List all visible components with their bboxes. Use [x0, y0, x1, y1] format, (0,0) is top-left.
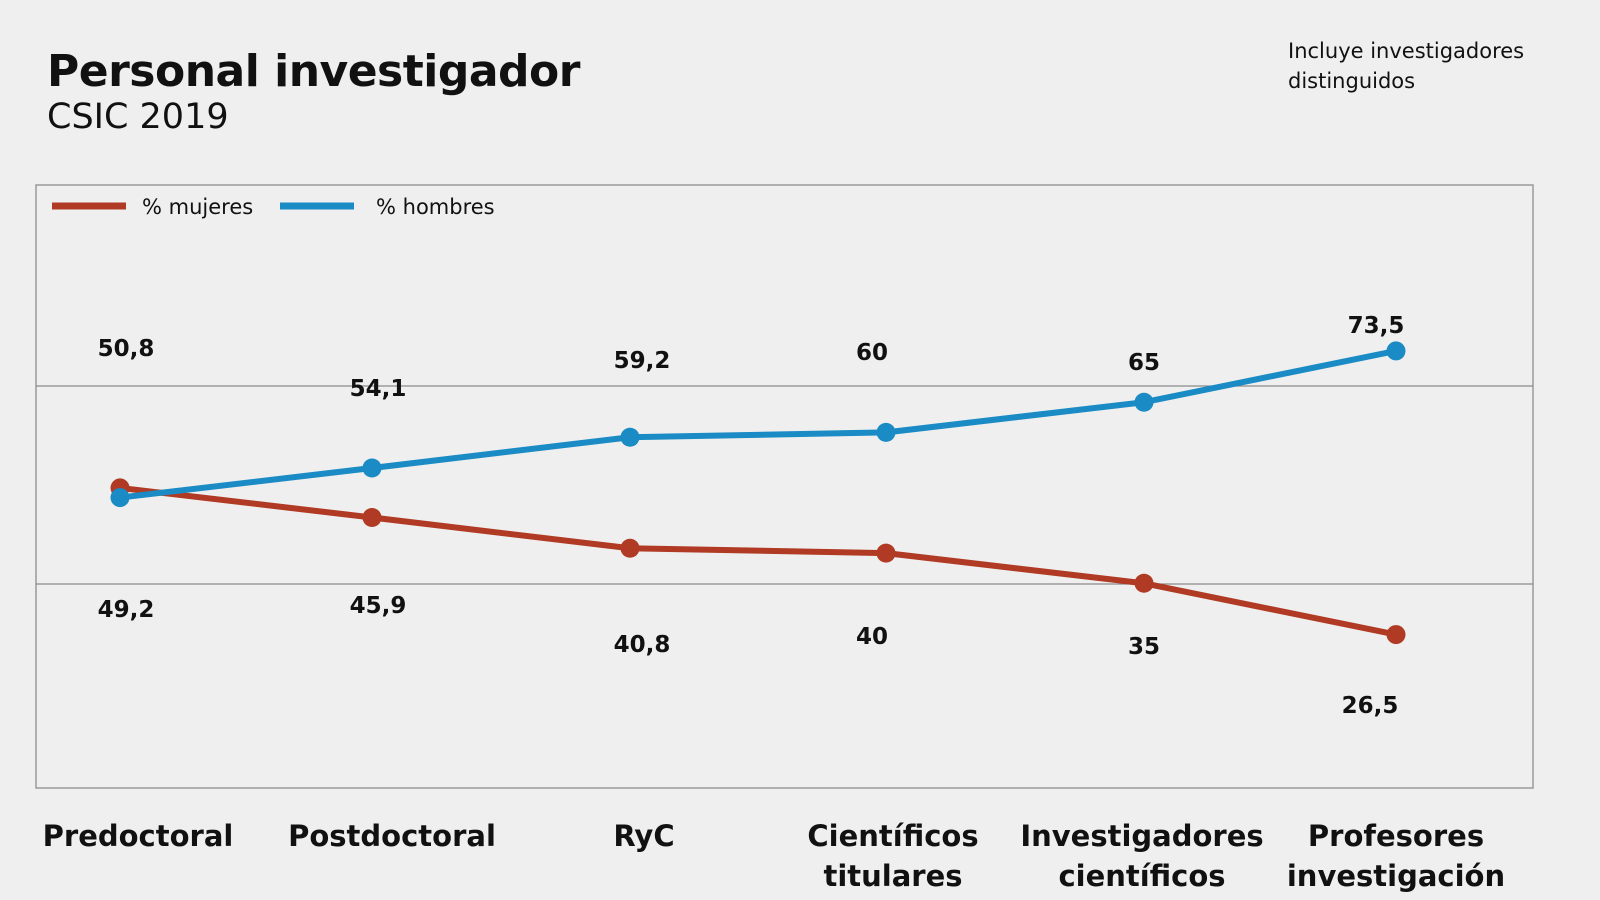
category-label-1: Predoctoral — [43, 819, 234, 853]
category-label-3: RyC — [613, 819, 674, 853]
data-point-mujeres-4 — [876, 543, 896, 563]
data-point-mujeres-5 — [1134, 573, 1154, 593]
data-point-hombres-5 — [1134, 392, 1154, 412]
category-label-6-line-1: Profesores — [1308, 819, 1484, 853]
data-label-mujeres-6: 26,5 — [1342, 693, 1399, 719]
data-point-hombres-2 — [362, 458, 382, 478]
legend-label-2: % hombres — [376, 195, 495, 219]
data-label-mujeres-5: 35 — [1128, 634, 1160, 660]
chart-subtitle: CSIC 2019 — [47, 97, 229, 137]
data-point-mujeres-2 — [362, 507, 382, 527]
data-point-hombres-3 — [620, 427, 640, 447]
legend-label-1: % mujeres — [142, 195, 253, 219]
plot-frame — [35, 184, 1534, 789]
data-label-mujeres-4: 40 — [856, 624, 888, 650]
data-point-hombres-6 — [1386, 341, 1406, 361]
data-point-mujeres-6 — [1386, 625, 1406, 645]
data-label-hombres-2: 54,1 — [350, 376, 407, 402]
data-label-hombres-3: 59,2 — [614, 348, 671, 374]
data-label-hombres-5: 65 — [1128, 350, 1160, 376]
data-label-mujeres-1: 50,8 — [98, 336, 155, 362]
data-label-hombres-4: 60 — [856, 340, 888, 366]
data-label-mujeres-2: 45,9 — [350, 593, 407, 619]
category-label-4-line-2: titulares — [823, 859, 962, 893]
chart-title: Personal investigador — [47, 46, 580, 97]
data-label-mujeres-3: 40,8 — [614, 632, 671, 658]
category-label-2: Postdoctoral — [288, 819, 496, 853]
data-label-hombres-1: 49,2 — [98, 597, 155, 623]
chart-note: Incluye investigadores distinguidos — [1288, 39, 1525, 93]
data-point-hombres-4 — [876, 422, 896, 442]
series-line-hombres — [117, 347, 1399, 501]
category-label-4-line-1: Científicos — [807, 819, 978, 853]
data-label-hombres-6: 73,5 — [1348, 313, 1405, 339]
data-point-mujeres-3 — [620, 538, 640, 558]
category-label-6-line-2: investigación — [1287, 859, 1505, 893]
series-line-mujeres — [117, 484, 1399, 638]
data-point-hombres-1 — [110, 488, 130, 508]
category-label-5-line-1: Investigadores — [1020, 819, 1263, 853]
category-label-5-line-2: científicos — [1058, 859, 1225, 893]
